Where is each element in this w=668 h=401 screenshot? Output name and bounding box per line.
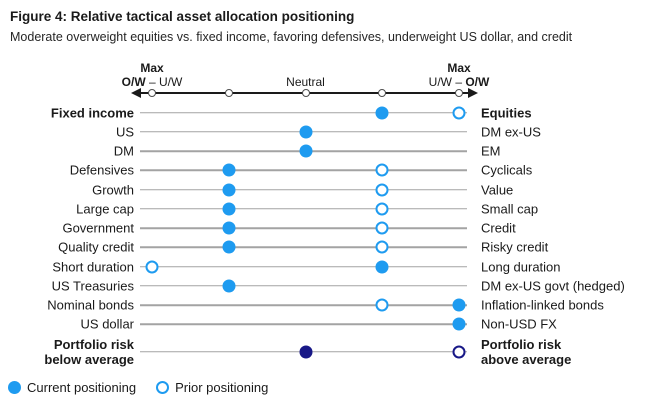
axis-arrow-left-icon <box>131 88 141 98</box>
axis-tick-circle <box>378 89 387 97</box>
prior-position-circle <box>452 345 466 358</box>
row-label-right: EM <box>481 143 501 159</box>
current-position-dot <box>299 144 312 158</box>
row-label-right: Long duration <box>481 259 561 274</box>
row-line <box>140 111 467 114</box>
row-label-right: Credit <box>481 220 516 236</box>
current-position-dot <box>375 106 389 119</box>
figure-title: Figure 4: Relative tactical asset alloca… <box>10 9 355 24</box>
row-label-right: Cyclicals <box>481 162 533 178</box>
row-label-right: Equities <box>481 105 532 120</box>
axis-ow-bold-left: O/W <box>121 75 146 89</box>
row-label-left: Large cap <box>76 201 134 217</box>
row-label-left: Portfolio risk below average <box>44 336 134 367</box>
row-label-right: DM ex-US <box>481 124 541 140</box>
prior-position-circle <box>375 240 389 254</box>
current-position-dot <box>299 125 312 139</box>
axis-tick-circle <box>224 89 233 97</box>
legend-prior-label: Prior positioning <box>175 380 269 395</box>
current-position-dot <box>222 183 236 196</box>
axis-uw-rest-right: U/W – <box>428 75 466 89</box>
row-label-left: Short duration <box>52 259 134 274</box>
axis-max-right: Max <box>447 61 471 75</box>
row-label-right: Inflation-linked bonds <box>481 297 604 313</box>
current-position-dot <box>222 163 236 177</box>
row-line <box>140 265 467 268</box>
axis-label-max-ow-left: Max O/W – U/W <box>122 61 183 89</box>
legend: Current positioning Prior positioning <box>8 380 268 395</box>
legend-current-label: Current positioning <box>27 380 137 395</box>
figure-subtitle: Moderate overweight equities vs. fixed i… <box>10 30 573 44</box>
row-line <box>140 208 467 210</box>
row-line <box>140 304 467 306</box>
row-line <box>140 246 467 248</box>
prior-position-circle <box>375 221 389 235</box>
current-position-dot <box>222 221 236 235</box>
row-label-left: Growth <box>92 182 134 197</box>
legend-item-current: Current positioning <box>8 380 136 395</box>
current-position-dot <box>222 240 236 254</box>
axis-label-neutral: Neutral <box>286 75 325 89</box>
row-label-left: Nominal bonds <box>47 297 134 313</box>
row-label-left: US Treasuries <box>51 278 134 294</box>
axis-ow-bold-right: O/W <box>465 75 490 89</box>
row-label-right: Portfolio risk above average <box>481 336 572 367</box>
current-position-dot <box>222 202 236 216</box>
row-line <box>140 285 467 287</box>
row-line <box>140 188 467 191</box>
current-position-dot <box>452 298 466 312</box>
axis-tick-circle <box>301 89 310 97</box>
row-label-left: DM <box>113 143 134 159</box>
prior-position-circle <box>375 183 389 196</box>
axis-max-left: Max <box>140 61 164 75</box>
axis-arrow-right-icon <box>468 88 478 98</box>
prior-position-circle <box>145 260 159 273</box>
prior-position-circle <box>375 298 389 312</box>
row-line <box>140 323 467 325</box>
row-line <box>140 227 467 229</box>
prior-position-circle <box>375 202 389 216</box>
row-label-left: Defensives <box>69 162 134 178</box>
axis-tick-circle <box>148 89 156 97</box>
row-label-left: Government <box>62 220 134 236</box>
prior-positioning-circle-icon <box>156 381 170 394</box>
current-position-dot <box>452 317 466 331</box>
current-position-dot <box>299 345 312 358</box>
prior-position-circle <box>375 163 389 177</box>
row-label-right: Risky credit <box>481 239 549 255</box>
row-line <box>140 169 467 171</box>
axis-label-max-ow-right: Max U/W – O/W <box>429 61 490 89</box>
axis-tick-circle <box>455 89 463 97</box>
row-label-left: US dollar <box>80 316 134 332</box>
current-positioning-dot-icon <box>8 381 21 394</box>
legend-item-prior: Prior positioning <box>156 380 268 395</box>
row-label-left: Quality credit <box>58 239 134 255</box>
axis-uw-rest-left: – U/W <box>145 75 183 89</box>
current-position-dot <box>222 279 236 293</box>
current-position-dot <box>375 260 389 273</box>
axis-uw-ow-right: U/W – O/W <box>429 75 490 89</box>
row-label-right: Small cap <box>481 201 539 217</box>
row-label-right: Non-USD FX <box>481 316 557 332</box>
row-label-right: DM ex-US govt (hedged) <box>481 278 625 294</box>
prior-position-circle <box>452 106 466 119</box>
row-label-right: Value <box>481 182 514 197</box>
axis-ow-uw-left: O/W – U/W <box>122 75 183 89</box>
row-label-left: US <box>115 124 134 140</box>
row-label-left: Fixed income <box>50 105 134 120</box>
